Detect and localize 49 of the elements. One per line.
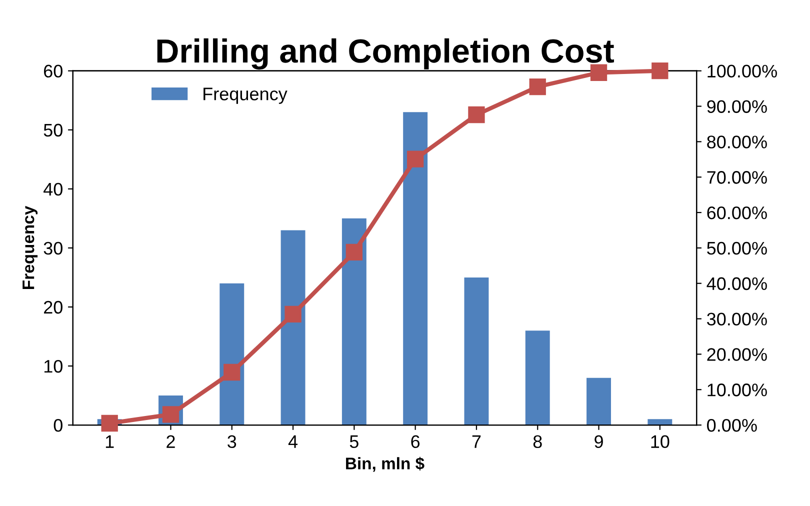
bar (280, 230, 306, 426)
y-tick-label: 40 (44, 182, 62, 196)
x-tick-label: 3 (228, 435, 236, 448)
y-tick-label: 30 (44, 242, 62, 255)
bar (464, 277, 489, 426)
y-tick-label: 60 (44, 64, 62, 78)
y2-tick-label: 40.00% (706, 277, 767, 290)
bar (648, 419, 672, 426)
point (529, 78, 546, 96)
chart-title: Drilling and Completion Cost (157, 38, 614, 70)
x-tick-label: 6 (411, 435, 420, 448)
point (346, 244, 363, 261)
y2-tick-label: 20.00% (707, 348, 767, 361)
x-tick-label: 10 (651, 435, 670, 448)
y2-tick-label: 0.00% (707, 418, 757, 432)
point (468, 106, 485, 124)
y2-tick-label: 50.00% (707, 242, 767, 255)
point (284, 306, 302, 323)
bar (586, 378, 611, 426)
y2-tick-label: 70.00% (707, 171, 767, 184)
y-tick-label: 10 (44, 360, 62, 373)
x-tick-label: 9 (594, 435, 603, 448)
y-tick-label: 0 (54, 418, 62, 432)
x-tick-label: 7 (472, 435, 481, 448)
y-tick-label: 50 (44, 124, 62, 137)
y2-tick-label: 30.00% (707, 312, 767, 326)
point (652, 62, 668, 80)
bar (525, 330, 550, 426)
point (590, 64, 608, 81)
point (224, 364, 240, 381)
y2-tick-label: 60.00% (707, 206, 767, 220)
y2-tick-label: 90.00% (707, 100, 767, 113)
y-tick-label: 20 (44, 300, 62, 314)
y2-tick-label: 10.00% (708, 384, 767, 396)
bar (342, 218, 366, 426)
bar (220, 283, 244, 426)
x-tick-label: 8 (533, 435, 542, 448)
x-axis-title: Bin, mln $ (346, 456, 424, 472)
x-tick-label: 2 (166, 435, 175, 448)
x-tick-label: 1 (106, 435, 114, 448)
y2-tick-label: 80.00% (707, 136, 767, 148)
y2-tick-label: 100.00% (708, 64, 777, 78)
y-axis-title: Frequency (22, 206, 38, 289)
bar (403, 112, 428, 426)
legend-label: Frequency (204, 88, 288, 104)
point (406, 150, 424, 168)
x-tick-label: 4 (288, 435, 298, 448)
point (101, 414, 118, 432)
x-tick-label: 5 (350, 435, 358, 448)
